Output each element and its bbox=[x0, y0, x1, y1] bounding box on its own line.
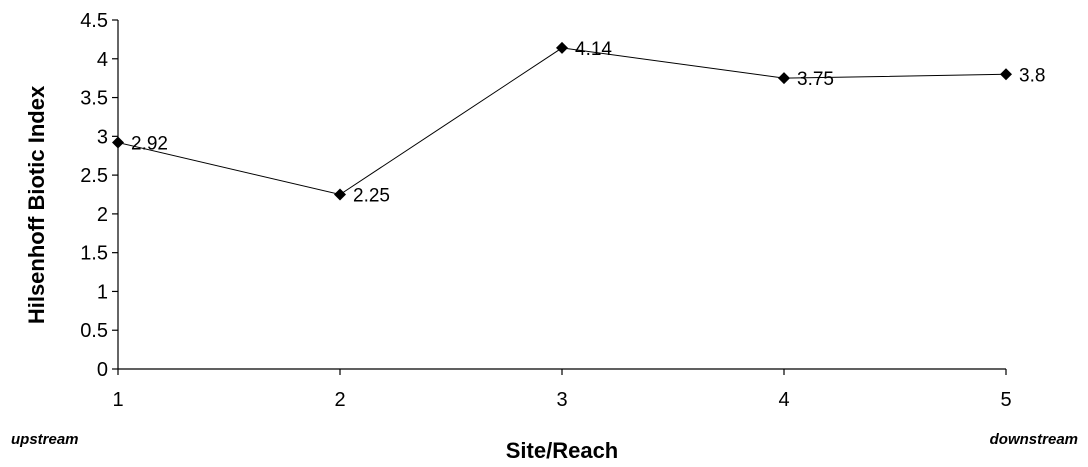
y-tick-label: 1 bbox=[97, 281, 108, 303]
downstream-note: downstream bbox=[990, 431, 1078, 448]
data-label: 3.75 bbox=[797, 69, 834, 90]
x-axis-title: Site/Reach bbox=[506, 438, 619, 463]
y-axis-title: Hilsenhoff Biotic Index bbox=[24, 85, 49, 324]
y-tick-label: 2.5 bbox=[80, 165, 108, 187]
x-tick-label: 2 bbox=[334, 389, 345, 411]
data-label: 4.14 bbox=[575, 39, 612, 60]
y-tick-label: 4.5 bbox=[80, 10, 108, 32]
y-tick-label: 3 bbox=[97, 126, 108, 148]
series-line bbox=[117, 47, 1007, 196]
x-tick-label: 5 bbox=[1000, 389, 1011, 411]
y-tick-label: 0.5 bbox=[80, 320, 108, 342]
y-tick-label: 4 bbox=[97, 49, 108, 71]
x-axis: 1 2 3 4 5 bbox=[112, 368, 1012, 411]
y-axis: 0 0.5 1 1.5 2 2.5 3 3.5 4 4.5 bbox=[80, 10, 119, 381]
upstream-note: upstream bbox=[11, 431, 79, 448]
y-tick-label: 0 bbox=[97, 359, 108, 381]
data-point-marker bbox=[556, 41, 568, 54]
y-tick-label: 3.5 bbox=[80, 88, 108, 110]
x-tick-label: 1 bbox=[112, 389, 123, 411]
data-point-marker bbox=[1000, 68, 1012, 81]
data-label: 3.8 bbox=[1019, 65, 1045, 86]
data-point-marker bbox=[334, 188, 346, 201]
data-point-marker bbox=[778, 72, 790, 85]
data-label: 2.92 bbox=[131, 134, 168, 155]
y-tick-label: 1.5 bbox=[80, 243, 108, 265]
data-point-marker bbox=[112, 136, 124, 149]
y-tick-label: 2 bbox=[97, 204, 108, 226]
x-tick-label: 3 bbox=[556, 389, 567, 411]
data-label: 2.25 bbox=[353, 186, 390, 207]
plot-series: 2.92 2.25 4.14 3.75 3.8 bbox=[112, 39, 1045, 207]
x-tick-label: 4 bbox=[778, 389, 789, 411]
